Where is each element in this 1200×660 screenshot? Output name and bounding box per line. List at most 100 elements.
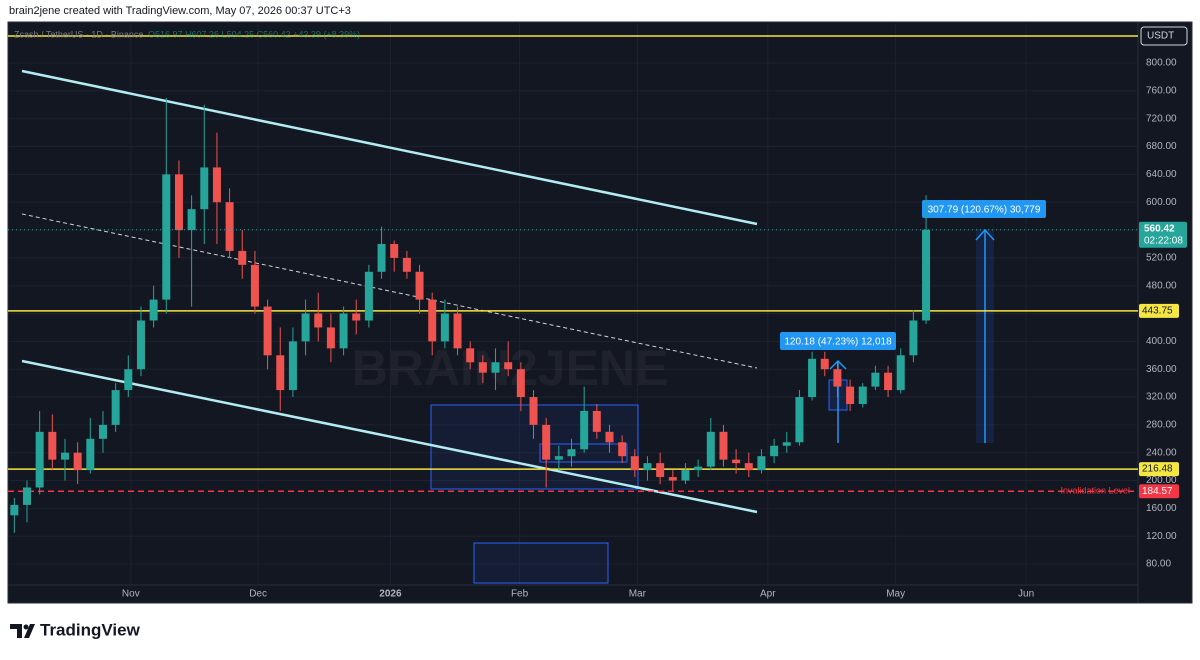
candle-body	[86, 438, 95, 471]
channel-mid	[21, 213, 758, 369]
currency-box	[1140, 26, 1188, 46]
level-label-box	[1139, 462, 1179, 477]
x-tick-label: Jun	[1018, 589, 1034, 600]
candle-body	[808, 358, 817, 398]
candle-body	[554, 456, 563, 460]
y-tick-label: 200.00	[1146, 475, 1177, 486]
candle-body	[390, 243, 399, 258]
candle-body	[288, 341, 297, 391]
candle-body	[884, 372, 893, 391]
candle-body	[238, 250, 247, 265]
y-tick-label: 800.00	[1146, 58, 1177, 69]
channel-lower	[21, 359, 758, 514]
x-tick-label: Feb	[511, 589, 529, 600]
symbol-legend: Zcash / TetherUS · 1D · Binance	[14, 29, 143, 39]
candle-body	[250, 264, 259, 307]
y-tick-label: 520.00	[1146, 253, 1177, 264]
y-tick-label: 320.00	[1146, 392, 1177, 403]
level-label: 184.57	[1142, 486, 1173, 497]
candle-body	[136, 320, 145, 370]
candle-body	[124, 369, 133, 391]
candle-body	[225, 202, 234, 251]
y-tick-label: 720.00	[1146, 113, 1177, 124]
candle-body	[833, 369, 842, 387]
candle-body	[922, 229, 931, 321]
candle-body	[326, 327, 335, 349]
y-tick-label: 600.00	[1146, 197, 1177, 208]
candle-body	[162, 174, 171, 300]
candle-body	[770, 445, 779, 457]
measure-arrow	[829, 359, 847, 370]
candle-body	[592, 410, 601, 432]
candle-body	[10, 504, 19, 516]
measure-label-box	[922, 200, 1046, 218]
y-tick-label: 240.00	[1146, 447, 1177, 458]
y-tick-label: 80.00	[1146, 559, 1171, 570]
y-tick-label: 160.00	[1146, 503, 1177, 514]
candle-body	[668, 477, 677, 481]
y-tick-label: 760.00	[1146, 86, 1177, 97]
candle-body	[744, 463, 753, 471]
candle-body	[187, 209, 196, 231]
candle-body	[706, 431, 715, 467]
candle-body	[719, 431, 728, 460]
candle-body	[820, 358, 829, 370]
candle-body	[415, 271, 424, 300]
candle-body	[364, 271, 373, 321]
x-tick-label: 2026	[379, 589, 402, 600]
footer-logo	[10, 624, 35, 638]
candle-body	[782, 442, 791, 446]
candle-body	[858, 386, 867, 404]
candle-body	[263, 306, 272, 356]
candle-body	[440, 313, 449, 342]
candle-body	[174, 174, 183, 231]
measure-label: 307.79 (120.67%) 30,779	[928, 205, 1041, 216]
candle-body	[60, 452, 69, 460]
x-tick-label: Dec	[249, 589, 267, 600]
candle-body	[301, 313, 310, 342]
candle-body	[212, 167, 221, 203]
currency: USDT	[1147, 31, 1174, 42]
candle-body	[567, 449, 576, 457]
y-tick-label: 360.00	[1146, 364, 1177, 375]
candle-body	[542, 424, 551, 460]
x-tick-label: Apr	[760, 589, 776, 600]
y-tick-label: 480.00	[1146, 280, 1177, 291]
candle-body	[352, 313, 361, 321]
candle-body	[504, 362, 513, 370]
x-tick-label: Nov	[122, 589, 140, 600]
candle-body	[795, 397, 804, 443]
candle-body	[35, 431, 44, 488]
candle-body	[339, 313, 348, 349]
level-label: 216.48	[1142, 464, 1173, 475]
level-label: 443.75	[1142, 306, 1173, 317]
candle-body	[694, 466, 703, 471]
zone-box	[473, 542, 609, 584]
candle-body	[871, 372, 880, 387]
candle-body	[757, 456, 766, 471]
chart-panel	[7, 21, 1193, 604]
countdown-label: 02:22:08	[1144, 235, 1183, 246]
ohlc-legend: O516.97 H607.26 L504.25 C560.42 +43.39 (…	[148, 29, 360, 39]
candle-body	[618, 442, 627, 457]
candle-body	[516, 369, 525, 398]
candle-body	[22, 487, 31, 505]
y-tick-label: 680.00	[1146, 141, 1177, 152]
candle-body	[200, 167, 209, 210]
candle-body	[681, 470, 690, 481]
candle-body	[529, 397, 538, 425]
candle-body	[909, 320, 918, 356]
header: brain2jene created with TradingView.com,…	[9, 5, 351, 17]
candle-body	[48, 431, 57, 460]
last-price-box	[1139, 221, 1187, 248]
last-price-label: 560.42	[1144, 223, 1175, 234]
candle-body	[605, 431, 614, 443]
measure-label-box	[780, 332, 896, 350]
candle-body	[111, 390, 120, 425]
candle-body	[428, 299, 437, 342]
candle-body	[732, 459, 741, 464]
candle-body	[643, 463, 652, 471]
candle-body	[149, 299, 158, 321]
candle-body	[491, 362, 500, 373]
